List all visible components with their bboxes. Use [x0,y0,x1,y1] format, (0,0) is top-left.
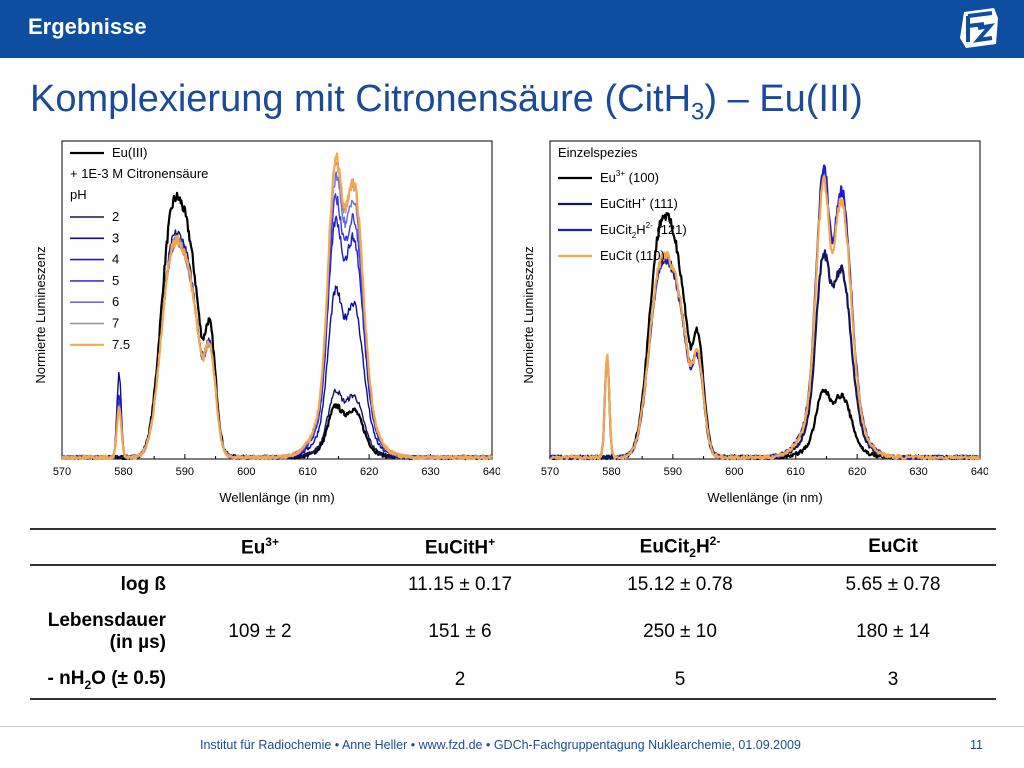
fzd-logo-icon [960,8,998,48]
legend-label: 4 [112,252,119,267]
x-tick-label: 600 [725,466,743,478]
legend-label-part: EuCit (110) [600,248,665,263]
table-header-cell [30,528,170,566]
x-tick-label: 620 [360,466,378,478]
series-line [61,171,493,460]
x-tick-label: 620 [848,466,866,478]
header-bar: Ergebnisse [0,0,1024,61]
legend-label: 7.5 [112,337,130,352]
legend-label-part: (121) [653,222,687,237]
series-line [549,174,981,461]
x-tick-label: 570 [53,466,71,478]
legend-label: EuCit2H2- (121) [600,221,687,240]
table-header-cell: EuCitH+ [350,528,570,566]
plot-frame [61,140,493,460]
x-axis-label: Wellenlänge (in nm) [219,490,334,505]
table-cell: 3 [887,668,899,690]
legend-label: 5 [112,273,119,288]
legend-header: + 1E-3 M Citronensäure [70,166,208,181]
table-header-cell: EuCit [790,528,996,566]
legend-label: 6 [112,294,119,309]
legend-label-part: + [641,195,646,204]
x-tick-label: 640 [483,466,500,478]
legend-label-part: EuCit [600,222,632,237]
table-cell: 11.15 ± 0.17 [407,573,513,595]
table-cell: 151 ± 6 [428,621,492,642]
series-line [549,249,981,461]
table-cell: 5 [674,668,686,690]
x-tick-label: 630 [909,466,927,478]
table-cell: 250 ± 10 [643,621,717,642]
legend-label-part: Eu [600,170,616,185]
table-cell [170,565,350,603]
section-title: Ergebnisse [28,14,147,39]
x-tick-label: 640 [971,466,988,478]
y-axis-label: Normierte Lumineszenz [521,246,536,383]
table-cell: 2 [454,668,466,690]
table-cell: 109 ± 2 [228,621,292,642]
x-tick-label: 630 [421,466,439,478]
legend-label: 2 [112,209,119,224]
footer-text: Institut für Radiochemie • Anne Heller •… [200,738,801,752]
page-number: 11 [970,738,983,752]
row-label: Lebensdauer (in µs) [47,610,166,653]
table-cell: 5.65 ± 0.78 [845,573,941,595]
table-row: log ß 11.15 ± 0.17 15.12 ± 0.78 5.65 ± 0… [30,565,996,603]
legend-label-part: 3+ [616,169,625,178]
spectrum-chart-ph: 570 580 590 600 610 620 630 640 Wellenlänge (in … [33,140,500,505]
footer-divider [0,726,1024,727]
x-axis-label: Wellenlänge (in nm) [707,490,822,505]
legend-label-part: H [636,222,645,237]
x-tick-label: 610 [787,466,805,478]
legend-header: Einzelspezies [558,145,638,160]
legend-label-part: (111) [646,196,678,211]
x-tick-label: 590 [664,466,682,478]
series-line [61,161,493,460]
legend-label-part: 2 [632,231,637,240]
results-table: Eu3+ EuCitH+ EuCit2H2- EuCit log ß 11.15… [30,528,996,700]
x-tick-label: 580 [114,466,132,478]
table-cell: 180 ± 14 [856,621,930,642]
x-tick-label: 610 [299,466,317,478]
legend-label: Eu3+ (100) [600,169,659,185]
table-header-cell: EuCit2H2- [570,528,790,566]
spectrum-chart-species: 570 580 590 600 610 620 630 640 Wellenlänge (in … [521,140,988,505]
x-tick-label: 580 [602,466,620,478]
row-label: log ß [120,573,166,595]
legend-label-part: EuCitH [600,196,641,211]
row-label: - nH2O (± 0.5) [47,667,166,692]
series-line [60,191,493,461]
legend-header: pH [70,187,87,202]
x-tick-label: 590 [176,466,194,478]
series-line [61,193,493,460]
table-header-cell: Eu3+ [170,528,350,566]
legend-label-part: 2- [646,221,653,230]
table-row: Lebensdauer (in µs) 109 ± 2 151 ± 6 250 ±… [30,603,996,661]
legend-label: Eu(III) [112,145,147,160]
y-axis-label: Normierte Lumineszenz [33,246,48,383]
slide-title: Komplexierung mit Citronensäure (CitH3) … [30,78,863,126]
plot-frame [549,140,981,460]
x-tick-label: 600 [237,466,255,478]
legend-label: 7 [112,316,119,331]
table-row: - nH2O (± 0.5) 2 5 3 [30,661,996,699]
legend-label-part: (100) [625,170,659,185]
series-line [61,152,493,461]
legend-label: EuCitH+ (111) [600,195,678,211]
legend-label: EuCit (110) [600,248,665,263]
table-cell [170,661,350,699]
x-tick-label: 570 [541,466,559,478]
legend-label: 3 [112,230,119,245]
table-cell: 15.12 ± 0.78 [627,573,733,595]
